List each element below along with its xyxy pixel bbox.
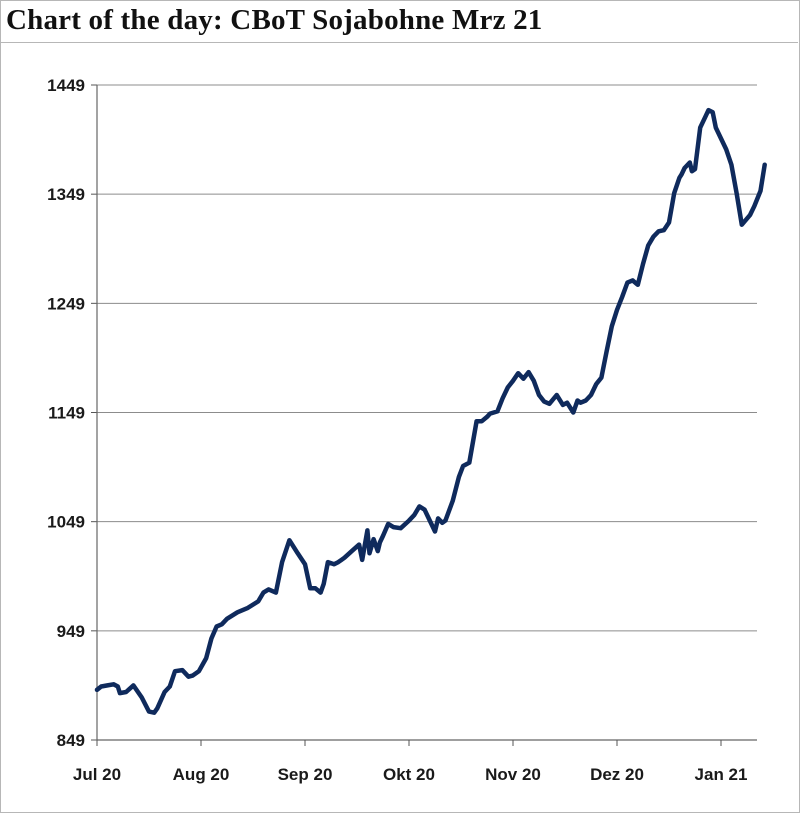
y-tick-label: 1449	[47, 76, 85, 95]
chart-title: Chart of the day: CBoT Sojabohne Mrz 21	[6, 4, 543, 36]
x-tick-label: Okt 20	[383, 765, 435, 784]
y-tick-labels: 849 949 1049 1149 1249 1349 1449	[47, 76, 85, 750]
x-tick-label: Sep 20	[278, 765, 333, 784]
x-tick-label: Nov 20	[485, 765, 541, 784]
y-tick-label: 849	[57, 731, 85, 750]
x-tick-label: Jan 21	[695, 765, 748, 784]
axes	[91, 84, 757, 746]
title-divider	[0, 42, 798, 43]
series-line-soybean	[94, 107, 767, 715]
y-tick-label: 1149	[48, 404, 85, 423]
x-tick-labels: Jul 20 Aug 20 Sep 20 Okt 20 Nov 20 Dez 20 Jan …	[73, 765, 748, 784]
y-tick-label: 1249	[47, 294, 85, 313]
x-tick-label: Jul 20	[73, 765, 121, 784]
gridlines	[97, 84, 757, 632]
y-tick-label: 1049	[47, 513, 85, 532]
x-tick-label: Dez 20	[590, 765, 644, 784]
x-tick-label: Aug 20	[173, 765, 230, 784]
y-tick-label: 949	[57, 622, 85, 641]
y-tick-label: 1349	[47, 185, 85, 204]
series-layer	[94, 107, 767, 715]
